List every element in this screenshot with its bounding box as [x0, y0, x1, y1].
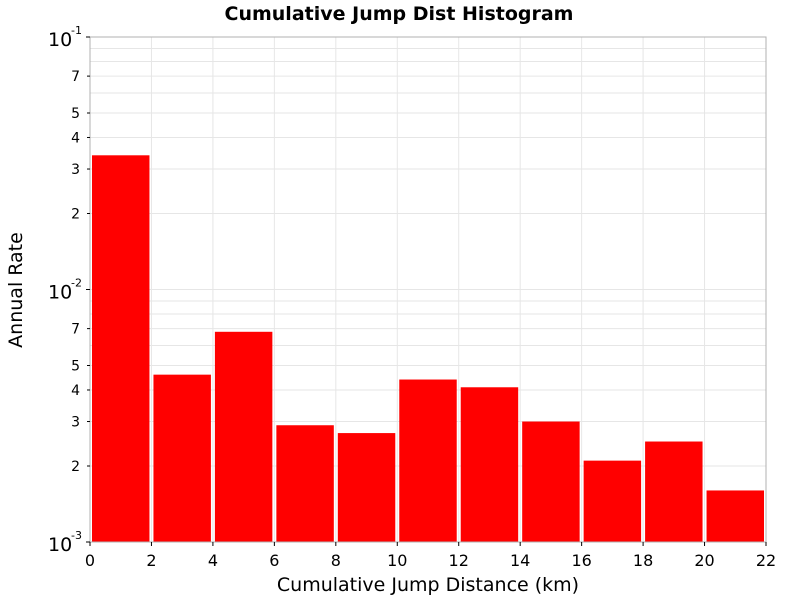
- x-axis-ticks: 0 2 4 6 8 10 12 14 16 18 20 22: [85, 542, 776, 570]
- y-tick-label: 10: [48, 534, 72, 556]
- x-tick-label: 4: [208, 551, 218, 570]
- x-tick-label: 10: [387, 551, 407, 570]
- y-minor-tick-label: 3: [71, 415, 80, 431]
- y-minor-tick-label: 4: [71, 130, 80, 146]
- histogram-bar: [399, 379, 457, 542]
- x-tick-label: 0: [85, 551, 95, 570]
- x-tick-label: 8: [331, 551, 341, 570]
- histogram-bar: [522, 421, 580, 542]
- y-minor-tick-label: 2: [71, 459, 80, 475]
- y-tick-label: 10: [48, 282, 72, 304]
- y-minor-tick-label: 7: [71, 322, 80, 338]
- histogram-bar: [92, 155, 150, 542]
- histogram-bar: [337, 433, 396, 542]
- x-tick-label: 18: [633, 551, 653, 570]
- y-tick-label: 10: [48, 29, 72, 51]
- x-tick-label: 2: [146, 551, 156, 570]
- histogram-bar: [583, 460, 642, 542]
- y-minor-tick-label: 2: [71, 206, 80, 222]
- x-axis-label: Cumulative Jump Distance (km): [277, 574, 579, 596]
- x-tick-label: 14: [510, 551, 530, 570]
- y-tick-exponent: -2: [71, 277, 82, 290]
- x-tick-label: 6: [269, 551, 279, 570]
- x-tick-label: 16: [571, 551, 591, 570]
- histogram-bar: [645, 441, 703, 542]
- x-tick-label: 20: [694, 551, 714, 570]
- y-axis-label: Annual Rate: [5, 232, 27, 348]
- x-tick-label: 22: [756, 551, 776, 570]
- y-minor-tick-label: 7: [71, 69, 80, 85]
- histogram-bar: [460, 387, 519, 542]
- y-minor-tick-label: 5: [71, 106, 80, 122]
- y-tick-exponent: -1: [71, 24, 82, 37]
- chart-title: Cumulative Jump Dist Histogram: [225, 3, 574, 25]
- histogram-bar: [706, 490, 764, 542]
- y-minor-tick-label: 5: [71, 359, 80, 375]
- y-minor-tick-label: 4: [71, 383, 80, 399]
- y-tick-exponent: -3: [71, 529, 82, 542]
- x-tick-label: 12: [449, 551, 469, 570]
- histogram-bar: [276, 425, 334, 542]
- y-minor-tick-label: 3: [71, 162, 80, 178]
- bars: [92, 155, 764, 542]
- histogram-bar: [214, 331, 273, 542]
- histogram-bar: [153, 374, 211, 542]
